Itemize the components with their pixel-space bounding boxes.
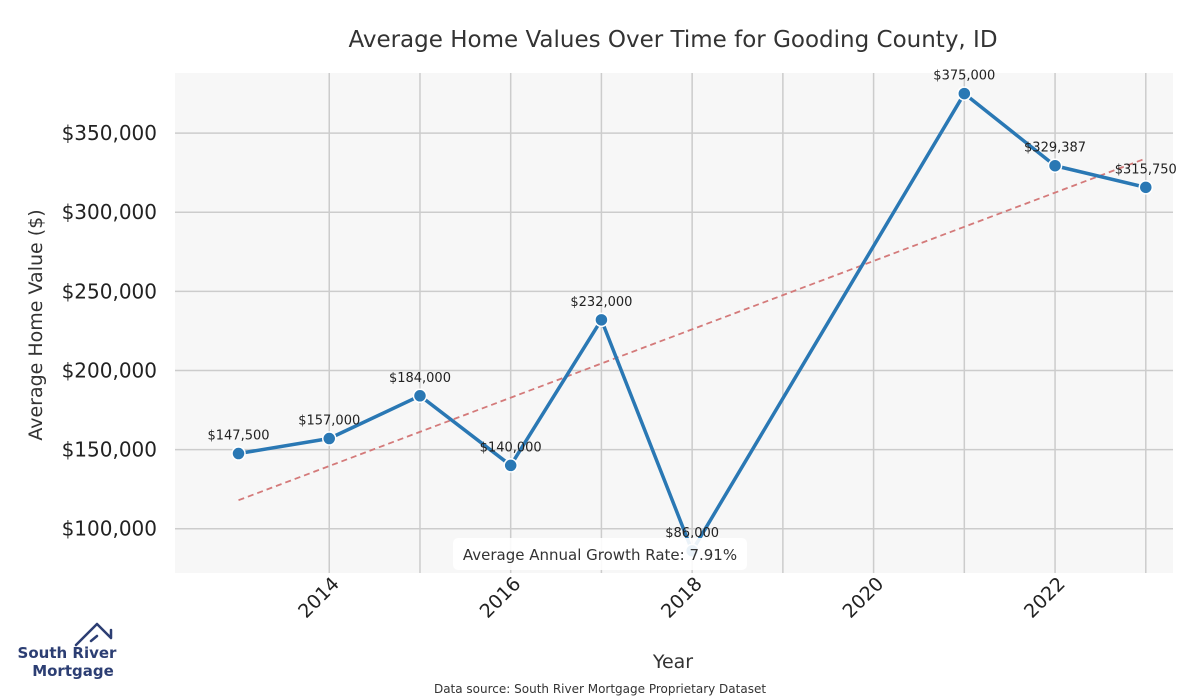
y-tick-label: $300,000 (62, 200, 157, 224)
data-point (412, 388, 428, 404)
house-outline-icon (74, 622, 113, 647)
data-point (321, 431, 337, 446)
y-axis-label: Average Home Value ($) (25, 209, 47, 440)
data-point (503, 458, 518, 473)
x-tick-label: 2014 (294, 573, 344, 623)
data-label: $140,000 (480, 440, 542, 455)
data-point (231, 446, 246, 461)
x-tick-label: 2018 (657, 573, 707, 623)
data-label: $232,000 (570, 295, 632, 310)
data-labels: $147,500 $157,000 $184,000 $140,000 $232,000… (207, 69, 1176, 541)
x-tick-label: 2020 (838, 573, 888, 623)
data-label: $375,000 (933, 69, 995, 84)
trend-line (238, 157, 1147, 502)
logo-line-1: South River (18, 644, 118, 662)
data-label: $184,000 (389, 371, 451, 386)
data-label: $147,500 (207, 429, 269, 444)
data-label: $157,000 (298, 414, 360, 429)
data-label: $329,387 (1024, 141, 1086, 156)
data-point (1047, 158, 1063, 173)
data-point (957, 86, 972, 101)
plot-area (175, 73, 1173, 573)
y-tick-label: $350,000 (62, 121, 157, 145)
brand-logo: South River Mortgage (18, 622, 118, 680)
x-gridlines (328, 73, 1147, 573)
x-axis-ticks: 2014 2016 2018 2020 2022 (294, 573, 1070, 623)
y-tick-label: $250,000 (62, 279, 157, 303)
x-tick-label: 2022 (1020, 573, 1070, 623)
y-tick-label: $100,000 (62, 517, 157, 541)
data-source-note: Data source: South River Mortgage Propri… (434, 682, 766, 696)
y-tick-label: $150,000 (62, 438, 157, 462)
growth-annotation: Average Annual Growth Rate: 7.91% (453, 538, 747, 570)
y-tick-label: $200,000 (62, 358, 157, 382)
y-gridlines (175, 132, 1173, 530)
data-label: $86,000 (665, 526, 719, 541)
chart-title: Average Home Values Over Time for Goodin… (348, 27, 997, 53)
x-tick-label: 2016 (476, 573, 526, 623)
logo-line-2: Mortgage (32, 662, 114, 680)
data-point (1138, 180, 1154, 195)
y-axis-ticks: $100,000 $150,000 $200,000 $250,000 $300,000… (62, 121, 157, 541)
x-axis-label: Year (652, 651, 693, 673)
annotation-text: Average Annual Growth Rate: 7.91% (463, 546, 737, 564)
annotation-box (453, 538, 747, 570)
data-point (594, 312, 609, 328)
data-label: $315,750 (1115, 162, 1177, 177)
